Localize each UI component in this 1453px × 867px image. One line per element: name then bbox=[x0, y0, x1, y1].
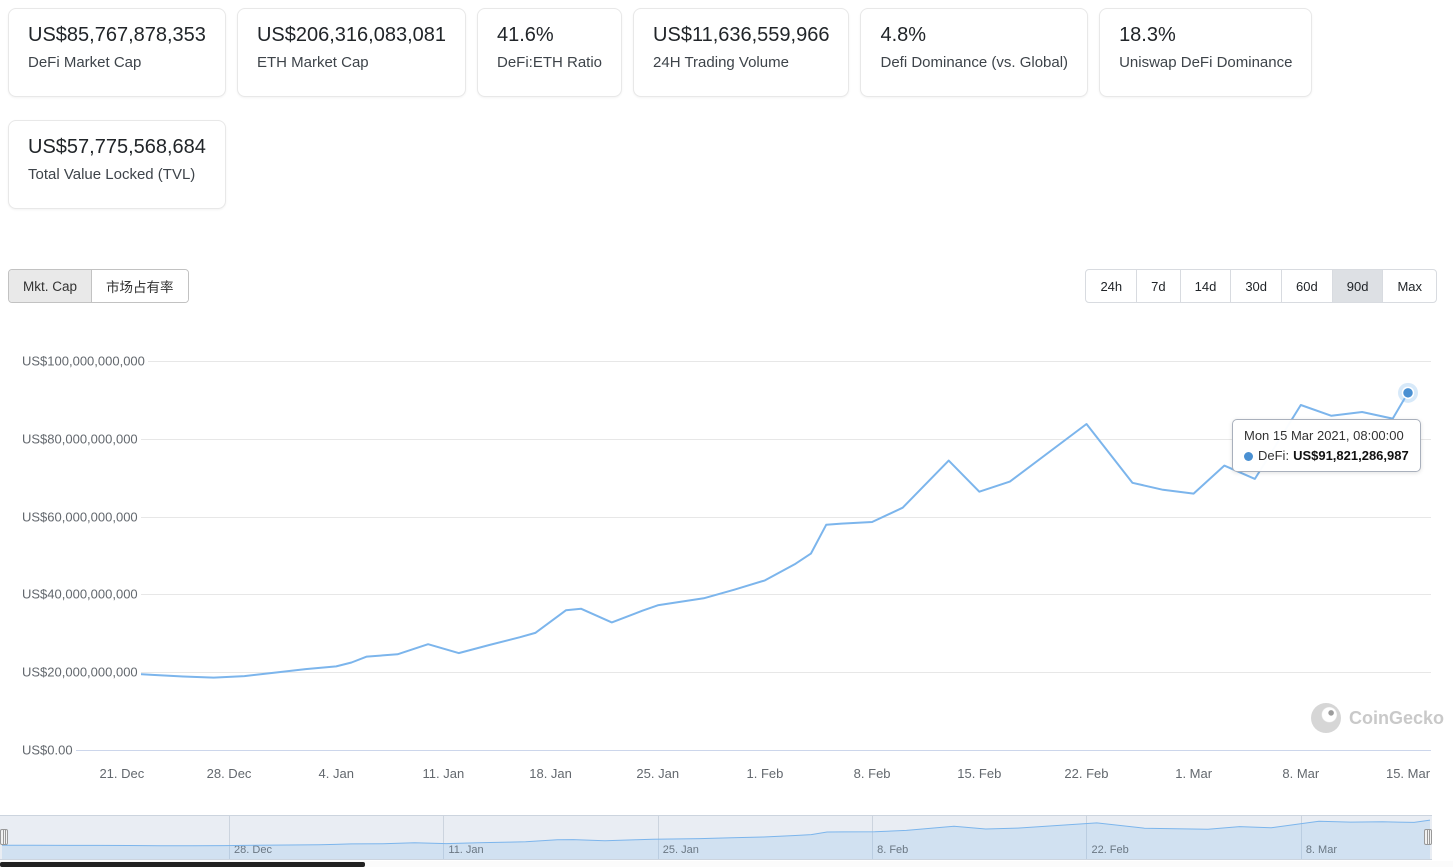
navigator-right-handle[interactable] bbox=[1424, 829, 1432, 845]
navigator-tick-label: 25. Jan bbox=[662, 844, 699, 856]
chart-tooltip: Mon 15 Mar 2021, 08:00:00 DeFi: US$91,821… bbox=[1232, 419, 1421, 472]
x-axis-label: 18. Jan bbox=[529, 766, 572, 781]
stat-label: Defi Dominance (vs. Global) bbox=[880, 54, 1069, 71]
stat-card-uniswap-defi-dominance: 18.3% Uniswap DeFi Dominance bbox=[1099, 8, 1313, 97]
stat-label: ETH Market Cap bbox=[256, 54, 369, 71]
x-axis-label: 1. Feb bbox=[746, 766, 784, 781]
stat-card-24h-trading-volume: US$11,636,559,966 24H Trading Volume bbox=[633, 8, 850, 97]
navigator-gridline bbox=[229, 816, 231, 859]
y-axis-label: US$100,000,000,000 bbox=[22, 352, 148, 370]
x-axis-label: 21. Dec bbox=[99, 766, 145, 781]
navigator-tick-label: 11. Jan bbox=[448, 844, 484, 856]
stat-value: US$85,767,878,353 bbox=[28, 24, 206, 46]
navigator-tick-label: 22. Feb bbox=[1091, 844, 1129, 856]
range-button-60d[interactable]: 60d bbox=[1281, 269, 1333, 303]
stat-card-defi-dominance: 4.8% Defi Dominance (vs. Global) bbox=[860, 8, 1089, 97]
stat-card-eth-market-cap: US$206,316,083,081 ETH Market Cap bbox=[236, 8, 466, 97]
x-axis-label: 4. Jan bbox=[318, 766, 354, 781]
tooltip-value: US$91,821,286,987 bbox=[1293, 448, 1409, 463]
navigator-gridline bbox=[872, 816, 874, 859]
chart-plot-area[interactable] bbox=[22, 345, 1431, 750]
coingecko-logo-icon bbox=[1311, 703, 1341, 733]
navigator-gridline bbox=[1300, 816, 1302, 859]
stat-label: Total Value Locked (TVL) bbox=[28, 166, 196, 183]
navigator-left-handle[interactable] bbox=[0, 829, 8, 845]
coingecko-watermark: CoinGecko bbox=[1311, 703, 1444, 733]
stat-value: US$11,636,559,966 bbox=[653, 24, 830, 46]
tooltip-series-row: DeFi: US$91,821,286,987 bbox=[1244, 448, 1409, 463]
x-axis-label: 15. Mar bbox=[1385, 766, 1431, 781]
tooltip-date: Mon 15 Mar 2021, 08:00:00 bbox=[1244, 428, 1404, 443]
stats-row-primary: US$85,767,878,353 DeFi Market Cap US$206… bbox=[8, 8, 1313, 97]
range-button-30d[interactable]: 30d bbox=[1230, 269, 1283, 303]
x-axis-label: 28. Dec bbox=[206, 766, 252, 781]
scrollbar-thumb[interactable] bbox=[0, 862, 365, 867]
x-axis-label: 22. Feb bbox=[1064, 766, 1109, 781]
navigator-tick-label: 8. Mar bbox=[1305, 844, 1337, 856]
stat-card-total-value-locked: US$57,775,568,684 Total Value Locked (TV… bbox=[8, 120, 226, 209]
stat-value: US$57,775,568,684 bbox=[28, 136, 206, 158]
stat-value: 4.8% bbox=[880, 24, 927, 46]
stat-value: 41.6% bbox=[497, 24, 554, 46]
range-button-max[interactable]: Max bbox=[1382, 269, 1437, 303]
stat-card-defi-market-cap: US$85,767,878,353 DeFi Market Cap bbox=[8, 8, 226, 97]
x-axis-label: 11. Jan bbox=[422, 766, 465, 781]
stat-label: DeFi:ETH Ratio bbox=[497, 54, 603, 71]
stat-label: 24H Trading Volume bbox=[653, 54, 789, 71]
range-button-90d[interactable]: 90d bbox=[1331, 269, 1384, 303]
gridline-0b bbox=[22, 750, 1431, 751]
tab-mkt-cap[interactable]: Mkt. Cap bbox=[9, 270, 92, 302]
range-button-24h[interactable]: 24h bbox=[1085, 269, 1138, 303]
stat-label: DeFi Market Cap bbox=[28, 54, 142, 71]
stats-row-secondary: US$57,775,568,684 Total Value Locked (TV… bbox=[8, 120, 226, 209]
stat-card-defi-eth-ratio: 41.6% DeFi:ETH Ratio bbox=[477, 8, 623, 97]
x-axis-label: 15. Feb bbox=[957, 766, 1002, 781]
navigator-gridline bbox=[657, 816, 659, 859]
x-axis-label: 8. Feb bbox=[853, 766, 891, 781]
tooltip-series-label: DeFi: bbox=[1258, 448, 1290, 463]
stat-label: Uniswap DeFi Dominance bbox=[1119, 54, 1293, 71]
chart-type-toggle: Mkt. Cap 市场占有率 bbox=[8, 269, 189, 303]
stat-value: US$206,316,083,081 bbox=[256, 24, 446, 46]
x-axis-label: 25. Jan bbox=[636, 766, 680, 781]
y-axis-label: US$0.00 bbox=[22, 741, 76, 759]
range-button-7d[interactable]: 7d bbox=[1136, 269, 1181, 303]
x-axis-label: 8. Mar bbox=[1282, 766, 1320, 781]
navigator-tick-label: 28. Dec bbox=[234, 844, 272, 856]
gridline-100b bbox=[22, 361, 1431, 362]
chart-navigator[interactable]: 28. Dec 11. Jan 25. Jan 8. Feb 22. Feb 8. Mar bbox=[0, 815, 1432, 860]
range-selector: 24h 7d 14d 30d 60d 90d Max bbox=[1085, 269, 1437, 303]
navigator-gridline bbox=[1086, 816, 1088, 859]
tab-market-share[interactable]: 市场占有率 bbox=[91, 270, 188, 302]
range-button-14d[interactable]: 14d bbox=[1179, 269, 1232, 303]
watermark-text: CoinGecko bbox=[1349, 707, 1445, 728]
navigator-gridline bbox=[443, 816, 445, 859]
series-color-dot bbox=[1244, 452, 1253, 461]
x-axis-label: 1. Mar bbox=[1175, 766, 1213, 781]
horizontal-scrollbar[interactable] bbox=[0, 861, 1453, 867]
navigator-tick-label: 8. Feb bbox=[877, 844, 909, 856]
stat-value: 18.3% bbox=[1119, 24, 1176, 46]
